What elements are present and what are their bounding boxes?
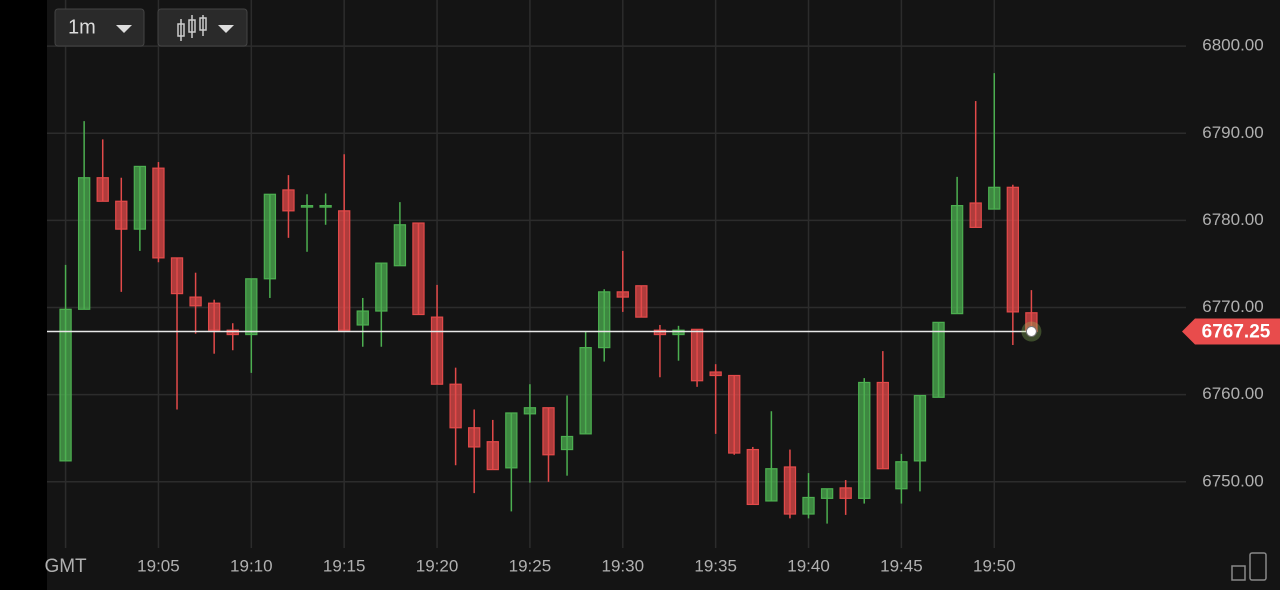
candle-body: [579, 347, 592, 435]
candle-body: [820, 488, 834, 499]
x-tick-label: 19:10: [230, 556, 273, 575]
price-dot: [1025, 326, 1037, 338]
candle-body: [876, 381, 889, 470]
candle-body: [746, 448, 759, 506]
price-tag: [1182, 318, 1280, 345]
x-tick-label: 19:30: [602, 556, 645, 575]
y-tick-label: 6780.00: [1202, 210, 1263, 229]
x-tick-label: 19:35: [694, 556, 737, 575]
candle-body: [542, 407, 555, 456]
candle-body: [950, 205, 964, 315]
candle-body: [505, 412, 518, 469]
candle-body: [598, 291, 611, 349]
y-tick-label: 6770.00: [1202, 297, 1263, 316]
candle-body: [653, 329, 667, 336]
candle-body: [59, 308, 72, 462]
dropdown-arrow: [116, 25, 132, 33]
candle-body: [375, 262, 388, 312]
y-tick-label: 6790.00: [1202, 123, 1263, 142]
rotate-icon[interactable]: [1231, 552, 1267, 581]
candle-body: [468, 427, 481, 448]
candle-body: [802, 496, 815, 515]
candle-body: [523, 407, 537, 415]
candle-body: [449, 383, 462, 429]
grid: 6750.00 6760.00 6770.00 6780.00 6790.00 6800.…: [44, 0, 1264, 577]
candle-body: [783, 466, 797, 515]
candle-body: [115, 200, 128, 230]
candle-body: [263, 193, 277, 280]
candle-body: [96, 177, 109, 202]
left-strip: [0, 0, 47, 590]
price-tag-label: 6767.25: [1202, 322, 1271, 343]
candle-body: [728, 374, 741, 454]
candle-body: [393, 224, 407, 267]
x-tick-label: 19:45: [880, 556, 923, 575]
candle-body: [709, 371, 722, 377]
candle-body: [356, 310, 369, 326]
candle-body: [1006, 186, 1020, 313]
candle-body: [690, 328, 704, 382]
candle-body: [226, 329, 239, 336]
candle-body: [133, 165, 147, 230]
candle-body: [412, 222, 425, 316]
interval-label[interactable]: 1m: [68, 16, 96, 38]
candle-body: [932, 321, 945, 398]
candle-body: [969, 202, 982, 228]
x-tick-label: 19:40: [787, 556, 830, 575]
candle-icon: [177, 15, 207, 41]
candle-body: [282, 189, 295, 212]
candle-body: [189, 296, 202, 307]
x-tick-label: 19:25: [509, 556, 552, 575]
y-tick-label: 6750.00: [1202, 471, 1263, 490]
candle-body: [430, 316, 444, 385]
candle-body: [560, 435, 574, 451]
x-tick-label: 19:05: [137, 556, 180, 575]
button-frame[interactable]: [54, 8, 145, 47]
chart-type-button[interactable]: [157, 8, 248, 47]
candle-body: [616, 291, 629, 298]
y-tick-label: 6760.00: [1202, 384, 1263, 403]
plot: 6767.25: [47, 73, 1280, 524]
candle-body: [207, 302, 221, 331]
candle-body: [338, 210, 351, 331]
candle-body: [765, 468, 778, 502]
candle-body: [839, 487, 852, 499]
y-tick-label: 6800.00: [1202, 36, 1263, 55]
x-tick-label: GMT: [44, 556, 87, 577]
candle-body: [170, 257, 184, 295]
candle-body: [245, 278, 258, 336]
candle-body: [913, 394, 927, 462]
interval-button[interactable]: 1m: [54, 8, 145, 47]
x-tick-label: 19:50: [973, 556, 1016, 575]
candle-body: [486, 441, 499, 471]
candle-body: [672, 329, 685, 336]
dropdown-arrow: [218, 25, 234, 33]
candle-body: [77, 177, 91, 310]
x-tick-label: 19:15: [323, 556, 366, 575]
x-tick-label: 19:20: [416, 556, 459, 575]
candle-body: [858, 381, 871, 499]
candle-body: [895, 461, 908, 490]
candle-body: [988, 186, 1001, 210]
candle-body: [319, 205, 332, 208]
candle-body: [635, 285, 648, 318]
candle-body: [152, 167, 165, 259]
candle-body: [300, 205, 314, 208]
